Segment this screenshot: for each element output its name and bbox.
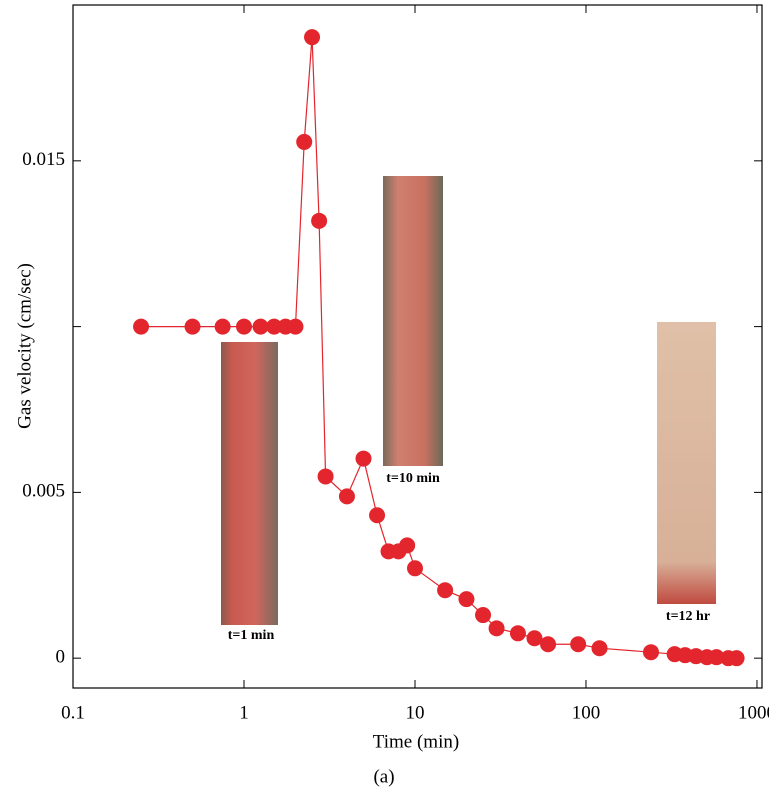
data-point	[317, 468, 334, 485]
data-point	[406, 560, 423, 577]
photo	[383, 176, 443, 466]
data-point	[488, 620, 505, 637]
y-tick-label: 0.005	[22, 481, 65, 502]
photo	[221, 342, 278, 625]
data-point	[235, 318, 252, 335]
data-point	[728, 650, 745, 667]
data-point	[184, 318, 201, 335]
data-point	[399, 537, 416, 554]
data-point	[287, 318, 304, 335]
caption: (a)	[373, 766, 394, 787]
data-point	[133, 318, 150, 335]
data-point	[642, 644, 659, 661]
annotation: t=10 min	[386, 471, 440, 486]
y-tick-label: 0.015	[22, 149, 65, 170]
data-point	[437, 582, 454, 599]
data-point	[252, 318, 269, 335]
x-axis-label: Time (min)	[373, 731, 459, 752]
x-tick-label: 1	[239, 702, 249, 723]
annotation: t=12 hr	[666, 609, 710, 624]
data-point	[458, 591, 475, 608]
annotation: t=1 min	[228, 628, 275, 643]
data-point	[509, 625, 526, 642]
data-point	[311, 212, 328, 229]
data-point	[338, 488, 355, 505]
data-point	[266, 318, 283, 335]
y-tick-label: 0	[56, 647, 66, 668]
data-point	[214, 318, 231, 335]
x-tick-label: 10	[405, 702, 424, 723]
data-point	[526, 630, 543, 647]
data-point	[540, 636, 557, 653]
data-point	[570, 636, 587, 653]
photo	[657, 322, 716, 604]
data-point	[475, 607, 492, 624]
data-point	[708, 649, 725, 666]
data-point	[355, 450, 372, 467]
plot-frame	[72, 4, 763, 689]
data-point	[296, 133, 313, 150]
data-point	[369, 507, 386, 524]
data-point	[591, 640, 608, 657]
x-tick-label: 0.1	[61, 702, 85, 723]
data-point	[304, 29, 321, 46]
y-axis-label: Gas velocity (cm/sec)	[14, 263, 35, 429]
x-tick-label: 100	[572, 702, 601, 723]
